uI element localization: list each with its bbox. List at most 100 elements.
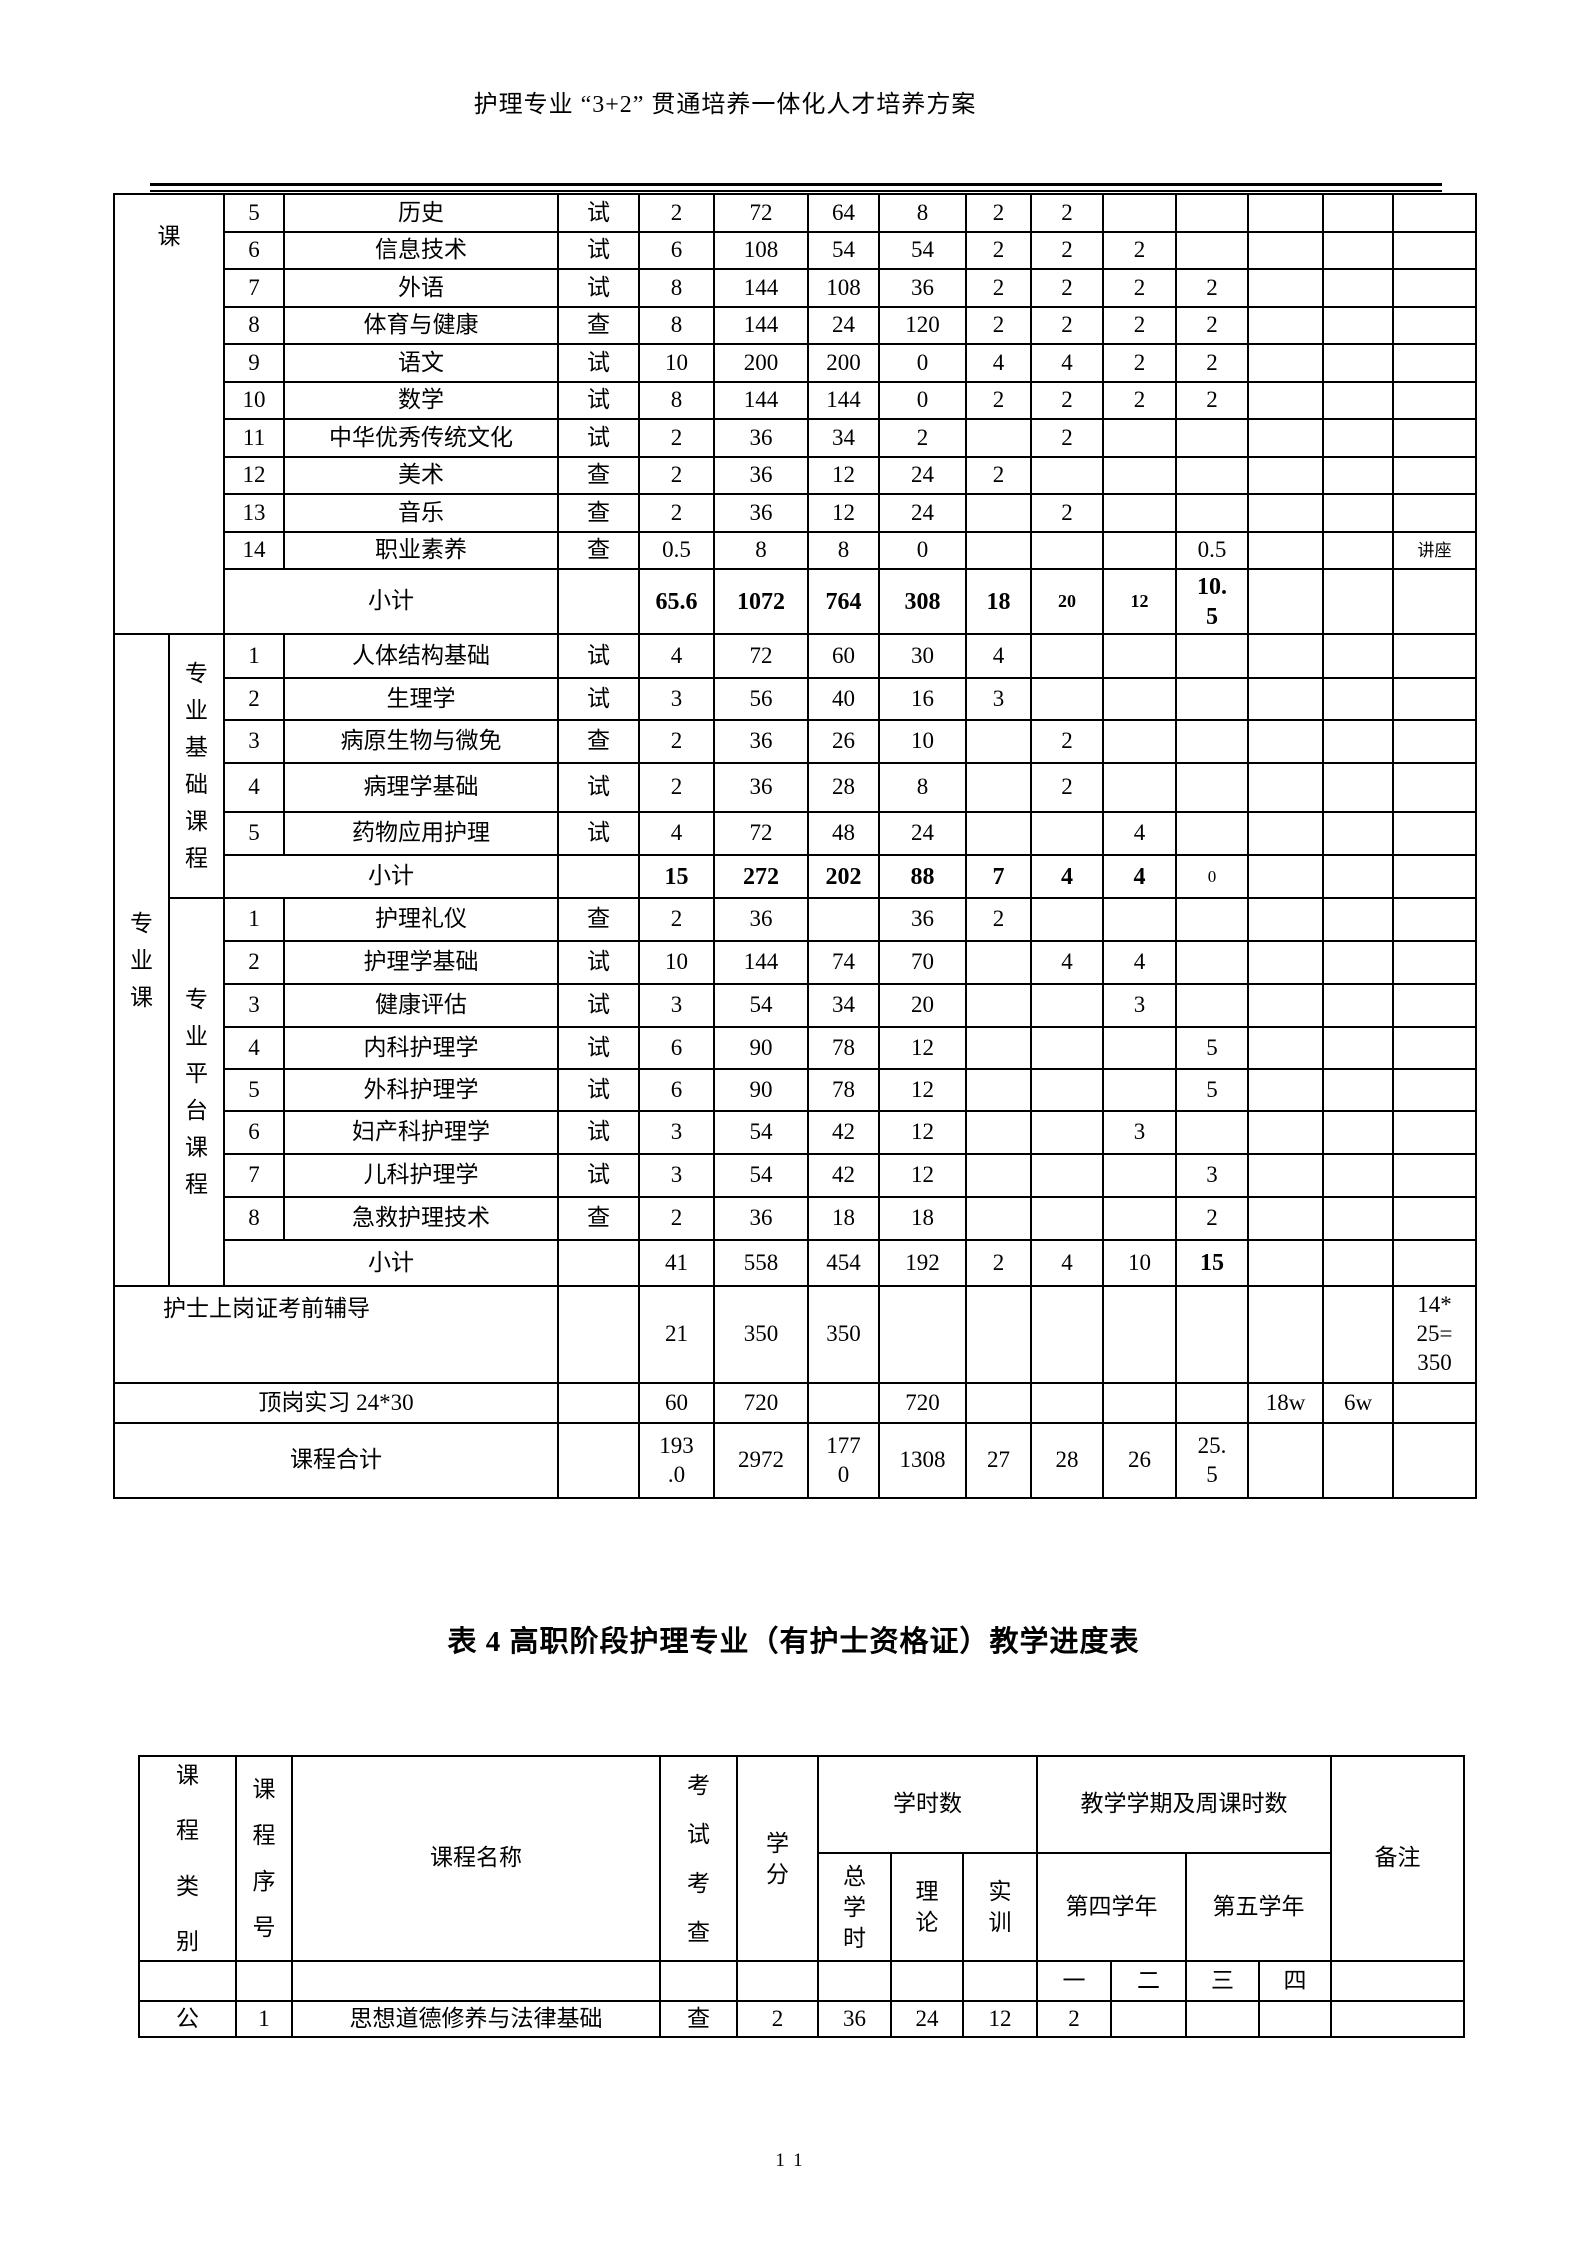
cell: 3	[638, 1110, 715, 1155]
table-row: 总学时理论实训第四学年 第五学年	[139, 1852, 1464, 1962]
cell	[1175, 193, 1249, 233]
cell	[1392, 568, 1477, 635]
cell: 12	[807, 456, 880, 495]
cell	[1247, 456, 1324, 495]
cell	[1330, 2000, 1465, 2038]
cell: 2	[223, 940, 285, 985]
cell	[1392, 1239, 1477, 1287]
cell	[965, 1285, 1032, 1384]
cell: 2	[638, 897, 715, 942]
table4-progress-table: 课程类别课程序号课程名称考试考查学分学时数 教学学期及周课时数 备注总学时理论实训第…	[138, 1755, 1465, 2038]
cell: 护理礼仪	[283, 897, 559, 942]
cell	[1392, 231, 1477, 270]
table-row: 课 5 历史试 2 72 64 8 2 2	[113, 193, 1477, 635]
cell	[736, 1960, 819, 2002]
cell: 中华优秀传统文化	[283, 418, 559, 458]
table-row: 小计 41 558 454 192 2 4 10 15	[114, 1239, 1477, 1287]
cell: 2	[1175, 381, 1249, 420]
subsection-label-platform-courses: 专业平台课程	[168, 897, 225, 1287]
curriculum-table-body: 课 5 历史试 2 72 64 8 2 2 6 信息技术试 6 108 54 54 2 2 2 7 外语试 8 144 10…	[113, 193, 1477, 1499]
cell: 54	[807, 231, 880, 270]
cell: 人体结构基础	[283, 633, 559, 679]
subtotal-label: 小计	[223, 1239, 559, 1287]
cell	[1247, 811, 1324, 856]
cell: 5	[223, 1068, 285, 1112]
cell	[1322, 854, 1394, 899]
cell: 177 0	[807, 1422, 880, 1499]
cell: 3	[1102, 1110, 1177, 1155]
cell: 查	[557, 531, 640, 570]
cell: 2	[965, 231, 1032, 270]
cell: 36	[713, 719, 809, 764]
cell	[1392, 418, 1477, 458]
cell	[1185, 2000, 1260, 2038]
cell: 8	[878, 762, 967, 813]
cell: 36	[713, 762, 809, 813]
cell	[1322, 1110, 1394, 1155]
cell: 试	[557, 343, 640, 383]
cell: 10	[1102, 1239, 1177, 1287]
cell	[1175, 677, 1249, 721]
cell: 2	[1030, 268, 1104, 308]
cell: 454	[807, 1239, 880, 1287]
cell: 职业素养	[283, 531, 559, 570]
cell: 1	[223, 633, 285, 679]
cell: 0	[878, 381, 967, 420]
cell: 2	[1030, 418, 1104, 458]
cell: 72	[713, 633, 809, 679]
cell: 2	[1102, 306, 1177, 345]
cell	[1030, 1110, 1104, 1155]
cell: 272	[713, 854, 809, 899]
cell	[965, 719, 1032, 764]
cell: 56	[713, 677, 809, 721]
cell: 2	[965, 897, 1032, 942]
table-row: 14 职业素养查 0.5 8 8 0 0.5 讲座	[114, 531, 1477, 570]
cell: 2	[1030, 193, 1104, 233]
cell	[1175, 231, 1249, 270]
cell: 308	[878, 568, 967, 635]
cell: 2	[965, 268, 1032, 308]
cell	[1175, 633, 1249, 679]
header-course-name: 课程名称	[291, 1755, 661, 1962]
cell: 54	[878, 231, 967, 270]
cell	[965, 811, 1032, 856]
cell	[965, 940, 1032, 985]
cell: 试	[557, 633, 640, 679]
cell	[807, 897, 880, 942]
cell	[1392, 381, 1477, 420]
cell: 18w	[1247, 1382, 1324, 1424]
cell: 8	[807, 531, 880, 570]
cell	[1102, 1026, 1177, 1070]
cell	[1247, 1026, 1324, 1070]
cell: 18	[878, 1196, 967, 1241]
cell	[1392, 940, 1477, 985]
cell	[1102, 418, 1177, 458]
cell: 试	[557, 1068, 640, 1112]
table-row: 顶岗实习 24*30 60 720 720 18w 6w	[113, 1382, 1477, 1424]
table-row: 3 健康评估试 3 54 34 20 3	[114, 983, 1477, 1028]
cell: 34	[807, 983, 880, 1028]
cell	[1322, 231, 1394, 270]
cell: 42	[807, 1153, 880, 1198]
cell: 查	[557, 306, 640, 345]
cell: 21	[638, 1285, 715, 1384]
cell	[1247, 1153, 1324, 1198]
document-header-title: 护理专业 “3+2” 贯通培养一体化人才培养方案	[473, 92, 977, 118]
cell: 54	[713, 1110, 809, 1155]
cell: 三	[1185, 1960, 1260, 2002]
cell: 2972	[713, 1422, 809, 1499]
cell	[557, 1382, 640, 1424]
cell	[1392, 268, 1477, 308]
cell	[1330, 1960, 1465, 2002]
cell	[1392, 1153, 1477, 1198]
cell: 2	[1030, 231, 1104, 270]
table-row: 小计 65.6 1072 764 308 18 20 12 10. 5	[114, 568, 1477, 635]
cell: 5	[223, 193, 285, 233]
cell: 25. 5	[1175, 1422, 1249, 1499]
cell: 70	[878, 940, 967, 985]
cell	[1247, 1422, 1324, 1499]
row-label-internship: 顶岗实习 24*30	[113, 1382, 559, 1424]
table-row: 6 信息技术试 6 108 54 54 2 2 2	[114, 231, 1477, 270]
cell: 13	[223, 493, 285, 533]
cell: 2	[1102, 343, 1177, 383]
